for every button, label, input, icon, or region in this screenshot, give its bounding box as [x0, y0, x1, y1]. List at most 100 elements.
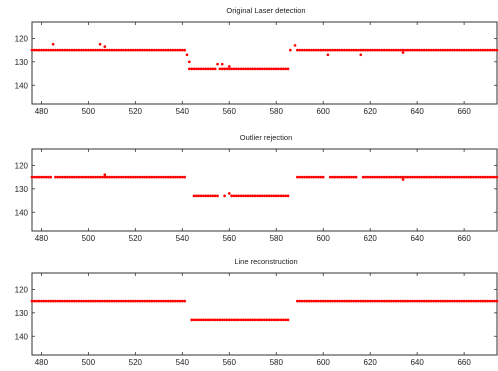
data-point [111, 49, 114, 52]
data-point [425, 176, 428, 179]
data-point [202, 195, 205, 198]
data-point [181, 176, 184, 179]
data-point [33, 176, 36, 179]
data-point [106, 300, 109, 303]
data-point [378, 176, 381, 179]
data-point [251, 68, 254, 71]
data-point [406, 176, 409, 179]
data-point [475, 300, 478, 303]
data-point [331, 300, 334, 303]
data-point [418, 176, 421, 179]
data-point [355, 176, 358, 179]
data-point [270, 68, 273, 71]
data-point [94, 300, 97, 303]
data-point [89, 300, 92, 303]
data-point [296, 300, 299, 303]
data-point [160, 176, 163, 179]
x-tick-label: 480 [35, 107, 49, 116]
x-tick-label: 580 [270, 358, 284, 367]
data-point [390, 300, 393, 303]
data-point [341, 176, 344, 179]
data-point [64, 176, 67, 179]
data-point [56, 300, 59, 303]
data-point [89, 176, 92, 179]
y-tick-label: 120 [15, 34, 29, 43]
data-point [432, 300, 435, 303]
data-point [463, 49, 466, 52]
data-point [362, 176, 365, 179]
data-point [273, 319, 276, 322]
data-point [136, 49, 139, 52]
data-point [413, 49, 416, 52]
data-point [42, 176, 45, 179]
data-point [444, 176, 447, 179]
data-point [491, 49, 494, 52]
data-point [174, 49, 177, 52]
data-point [341, 300, 344, 303]
data-point [242, 68, 245, 71]
data-point [451, 49, 454, 52]
data-point [195, 195, 198, 198]
data-point [101, 49, 104, 52]
subplot-title: Outlier rejection [240, 133, 293, 142]
data-point [378, 300, 381, 303]
data-point [301, 300, 304, 303]
data-point [456, 176, 459, 179]
data-point [296, 176, 299, 179]
x-tick-label: 540 [176, 234, 190, 243]
data-point [176, 176, 179, 179]
data-point [228, 192, 231, 195]
data-point [228, 68, 231, 71]
data-point [240, 68, 243, 71]
data-point [211, 195, 214, 198]
data-point [146, 49, 149, 52]
data-point [341, 49, 344, 52]
data-point [493, 49, 496, 52]
data-point [101, 300, 104, 303]
data-point [258, 68, 261, 71]
data-point [92, 49, 95, 52]
data-point [174, 176, 177, 179]
data-point [35, 176, 38, 179]
data-point [268, 68, 271, 71]
data-point [355, 300, 358, 303]
data-point [329, 176, 332, 179]
data-point [223, 195, 226, 198]
data-point [56, 176, 59, 179]
data-point [33, 300, 36, 303]
data-point [338, 176, 341, 179]
data-point [470, 300, 473, 303]
data-point [251, 195, 254, 198]
data-point [376, 176, 379, 179]
data-point [329, 49, 332, 52]
data-point [406, 49, 409, 52]
data-point [233, 68, 236, 71]
data-point [348, 300, 351, 303]
data-point [183, 49, 186, 52]
data-point [320, 49, 323, 52]
data-point [317, 176, 320, 179]
data-point [45, 49, 48, 52]
data-point [310, 176, 313, 179]
x-tick-label: 640 [410, 234, 424, 243]
data-point [247, 319, 250, 322]
x-tick-label: 540 [176, 107, 190, 116]
data-point [78, 176, 81, 179]
data-point [435, 176, 438, 179]
data-point [172, 300, 175, 303]
data-point [425, 49, 428, 52]
data-point [40, 300, 43, 303]
data-point [183, 300, 186, 303]
data-point [263, 319, 266, 322]
data-point [345, 176, 348, 179]
data-point [359, 49, 362, 52]
data-point [303, 176, 306, 179]
data-point [160, 49, 163, 52]
data-point [75, 176, 78, 179]
data-point [127, 300, 130, 303]
data-point [322, 300, 325, 303]
data-point [64, 49, 67, 52]
data-point [80, 176, 83, 179]
data-point [141, 49, 144, 52]
data-point [268, 319, 271, 322]
